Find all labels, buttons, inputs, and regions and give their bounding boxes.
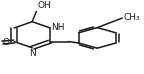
Text: N: N	[29, 49, 36, 58]
Text: CH₃: CH₃	[124, 13, 140, 22]
Text: OH: OH	[38, 1, 51, 10]
Text: NH: NH	[52, 23, 65, 32]
Text: O: O	[2, 38, 9, 47]
